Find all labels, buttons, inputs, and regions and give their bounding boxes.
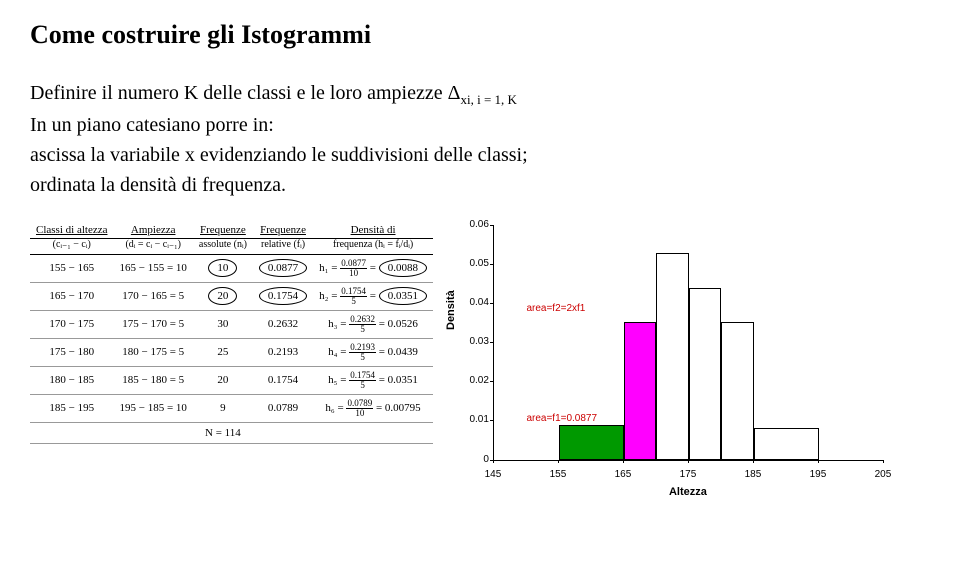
line3: ascissa la variabile x evidenziando le s… — [30, 144, 528, 166]
line1-sub: xi, i = 1, K — [460, 92, 516, 107]
table-subheader: (cᵢ₋₁ − cᵢ) — [30, 238, 113, 254]
ytick-label: 0.05 — [461, 258, 489, 269]
xtick-label: 155 — [543, 469, 573, 480]
histogram-bar — [624, 322, 657, 459]
histogram-bar — [689, 288, 722, 460]
table-footer: N = 114 — [193, 422, 253, 443]
xtick-label: 185 — [738, 469, 768, 480]
histogram-bar — [754, 428, 819, 459]
histogram-chart: Densità area=f2=2xf1 area=f1=0.0877 Altez… — [443, 220, 903, 500]
table-row: 155 − 165165 − 155 = 10100.0877h₁ = 0.08… — [30, 254, 433, 282]
xtick-label: 145 — [478, 469, 508, 480]
table-header: Frequenze — [253, 220, 313, 239]
table-subheader: (dᵢ = cᵢ − cᵢ₋₁) — [113, 238, 192, 254]
xtick-label: 165 — [608, 469, 638, 480]
table-header: Densità di — [313, 220, 433, 239]
chart-annotation: area=f2=2xf1 — [526, 303, 585, 314]
data-table: Classi di altezzaAmpiezzaFrequenzeFreque… — [30, 220, 433, 444]
table-subheader: relative (fᵢ) — [253, 238, 313, 254]
histogram-bar — [721, 322, 754, 459]
table-row: 185 − 195195 − 185 = 1090.0789h₆ = 0.078… — [30, 394, 433, 422]
table-row: 165 − 170170 − 165 = 5200.1754h₂ = 0.175… — [30, 282, 433, 310]
table-subheader: assolute (nᵢ) — [193, 238, 253, 254]
line1a: Definire il numero K delle classi e le l… — [30, 82, 460, 104]
ytick-label: 0.02 — [461, 375, 489, 386]
chart-ylabel: Densità — [445, 290, 457, 330]
ytick-label: 0.01 — [461, 414, 489, 425]
line2: In un piano catesiano porre in: — [30, 114, 274, 136]
table-row: 170 − 175175 − 170 = 5300.2632h₃ = 0.263… — [30, 310, 433, 338]
ytick-label: 0.04 — [461, 297, 489, 308]
xtick-label: 205 — [868, 469, 898, 480]
table-row: 180 − 185185 − 180 = 5200.1754h₅ = 0.175… — [30, 366, 433, 394]
ytick-label: 0.03 — [461, 336, 489, 347]
table-header: Ampiezza — [113, 220, 192, 239]
ytick-label: 0 — [461, 454, 489, 465]
xtick-label: 195 — [803, 469, 833, 480]
table-header: Classi di altezza — [30, 220, 113, 239]
table-subheader: frequenza (hᵢ = fᵢ/dᵢ) — [313, 238, 433, 254]
xtick-label: 175 — [673, 469, 703, 480]
body-text: Definire il numero K delle classi e le l… — [30, 78, 929, 200]
table-row: 175 − 180180 − 175 = 5250.2193h₄ = 0.219… — [30, 338, 433, 366]
page-title: Come costruire gli Istogrammi — [30, 20, 929, 50]
histogram-bar — [559, 425, 624, 459]
chart-annotation: area=f1=0.0877 — [526, 413, 597, 424]
ytick-label: 0.06 — [461, 219, 489, 230]
table-header: Frequenze — [193, 220, 253, 239]
histogram-bar — [656, 253, 689, 459]
chart-xlabel: Altezza — [493, 486, 883, 498]
line4: ordinata la densità di frequenza. — [30, 174, 286, 196]
